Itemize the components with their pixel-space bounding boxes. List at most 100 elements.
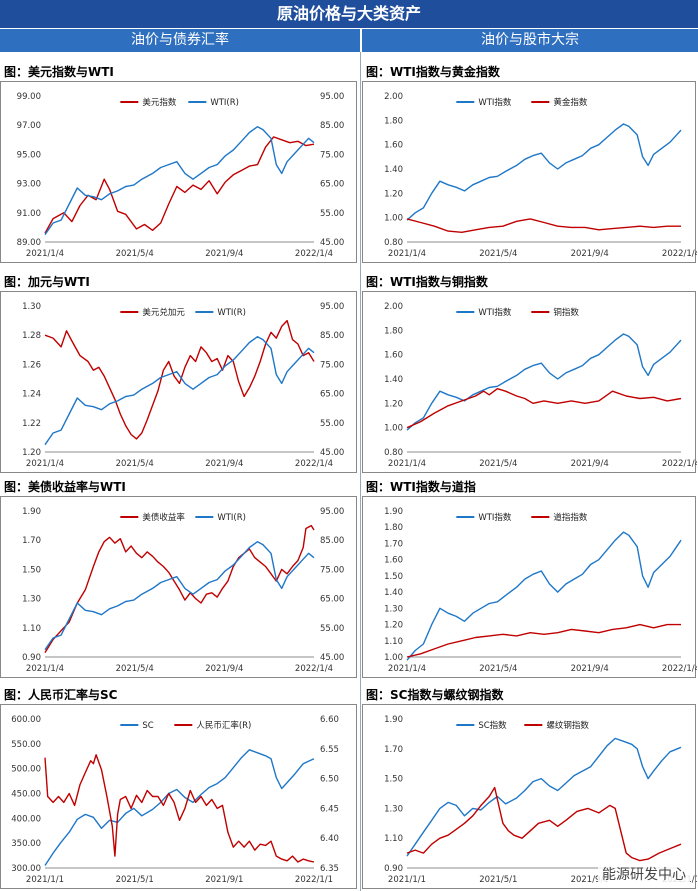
legend-label: 黄金指数 (553, 97, 588, 108)
legend-label: WTI指数 (478, 97, 512, 108)
chart-frame: 600.00 550.00 500.00 450.00 400.00 350.00 300.… (0, 704, 357, 889)
chart-panel-wti_dow: 图：WTI指数与道指 1.90 1.80 1.70 1.60 1.50 1.40 1.30 1.… (362, 478, 697, 678)
legend-label: WTI(R) (210, 98, 239, 108)
chart-panel-sc_rebar: 图：SC指数与螺纹钢指数 1.90 1.70 1.50 1.30 1.10 0.90 2021… (362, 686, 697, 889)
y2-tick-label: 95.00 (320, 507, 344, 517)
y-tick-label: 1.28 (22, 331, 41, 341)
series-line-1 (406, 623, 681, 658)
y-tick-label: 1.26 (22, 360, 41, 370)
y2-tick-label: 55.00 (320, 624, 344, 634)
legend-label: 铜指数 (553, 307, 579, 318)
chart-panel-wti_gold: 图：WTI指数与黄金指数 2.00 1.80 1.60 1.40 1.20 1.00 0.80… (362, 63, 697, 263)
x-tick-label: 2021/9/4 (571, 664, 609, 674)
y-tick-label: 500.00 (11, 765, 41, 775)
right-column-heading: 油价与股市大宗 (362, 29, 698, 52)
y2-tick-label: 55.00 (320, 419, 344, 429)
x-tick-label: 2021/9/4 (205, 664, 243, 674)
chart-panel-wti_copper: 图：WTI指数与铜指数 2.00 1.80 1.60 1.40 1.20 1.00 0.80 2… (362, 273, 697, 473)
x-tick-label: 2021/9/4 (571, 459, 609, 469)
column-divider (360, 52, 361, 891)
chart-frame: 1.90 1.70 1.50 1.30 1.10 0.90 2021/1/1 2021/5/1… (362, 704, 697, 889)
y2-tick-label: 75.00 (320, 150, 344, 160)
x-tick-label: 2021/5/4 (479, 249, 517, 259)
y-tick-label: 1.30 (22, 302, 41, 312)
x-tick-label: 2021/5/4 (479, 459, 517, 469)
x-tick-label: 2021/5/4 (479, 664, 517, 674)
y-tick-label: 1.50 (384, 572, 403, 582)
chart-title: 图：WTI指数与黄金指数 (366, 65, 500, 79)
series-line-0 (406, 531, 682, 661)
series-line-0 (406, 123, 682, 221)
y-tick-label: 550.00 (11, 740, 41, 750)
x-tick-label: 2021/1/4 (388, 249, 426, 259)
series-line-1 (406, 786, 682, 862)
legend-label: 道指指数 (553, 512, 588, 523)
y-tick-label: 1.20 (384, 399, 403, 409)
x-tick-label: 2022/1/4 (662, 664, 697, 674)
y-tick-label: 1.20 (22, 448, 41, 458)
x-tick-label: 2022/1/4 (662, 249, 697, 259)
x-tick-label: 2022/1/4 (295, 664, 333, 674)
x-tick-label: 2021/5/1 (479, 875, 517, 885)
x-tick-label: 2021/1/4 (388, 664, 426, 674)
y-tick-label: 1.24 (22, 390, 41, 400)
chart-title: 图：SC指数与螺纹钢指数 (366, 688, 504, 702)
chart-panel-cad_wti: 图：加元与WTI 1.30 1.28 1.26 1.24 1.22 1.20 95.00 85.… (0, 273, 357, 473)
legend-label: 螺纹钢指数 (546, 720, 589, 731)
chart-svg: 1.90 1.80 1.70 1.60 1.50 1.40 1.30 1.20 1.10 1.00… (384, 507, 697, 674)
y-tick-label: 1.00 (384, 424, 403, 434)
legend-label: WTI指数 (478, 512, 512, 523)
y-tick-label: 1.50 (384, 775, 403, 785)
y-tick-label: 1.10 (22, 624, 41, 634)
x-tick-label: 2021/9/4 (205, 249, 243, 259)
chart-title: 图：WTI指数与道指 (366, 480, 476, 494)
y-tick-label: 1.60 (384, 141, 403, 151)
y-tick-label: 1.90 (384, 715, 403, 725)
y-tick-label: 1.80 (384, 326, 403, 336)
legend-label: 美元指数 (142, 97, 177, 108)
series-line-1 (44, 541, 315, 651)
chart-frame: 1.30 1.28 1.26 1.24 1.22 1.20 95.00 85.00 75.00 6… (0, 291, 357, 473)
y-tick-label: 1.70 (22, 536, 41, 546)
x-tick-label: 2021/9/4 (205, 459, 243, 469)
chart-frame: 1.90 1.80 1.70 1.60 1.50 1.40 1.30 1.20 1.10 1.00… (362, 496, 697, 678)
y2-tick-label: 75.00 (320, 360, 344, 370)
y-tick-label: 1.22 (22, 419, 41, 429)
y-tick-label: 1.70 (384, 745, 403, 755)
y-tick-label: 1.80 (384, 523, 403, 533)
series-line-1 (44, 754, 315, 863)
legend-label: 美元兑加元 (142, 307, 185, 318)
chart-frame: 2.00 1.80 1.60 1.40 1.20 1.00 0.80 2021/1/4 2021… (362, 291, 697, 473)
y-tick-label: 1.20 (384, 621, 403, 631)
y2-tick-label: 75.00 (320, 565, 344, 575)
y-tick-label: 0.90 (384, 864, 403, 874)
legend-label: WTI(R) (217, 308, 246, 318)
left-column-heading: 油价与债券汇率 (0, 29, 360, 52)
x-tick-label: 2021/5/4 (116, 249, 154, 259)
x-tick-label: 2021/9/1 (205, 875, 243, 885)
x-tick-label: 2021/9/1 (571, 875, 609, 885)
chart-frame: 2.00 1.80 1.60 1.40 1.20 1.00 0.80 2021/1/4 2021… (362, 81, 697, 263)
y-tick-label: 2.00 (384, 302, 403, 312)
y-tick-label: 99.00 (17, 92, 41, 102)
y-tick-label: 1.10 (384, 637, 403, 647)
y-tick-label: 0.80 (384, 448, 403, 458)
y2-tick-label: 6.50 (320, 775, 339, 785)
y2-tick-label: 6.55 (320, 745, 339, 755)
series-line-0 (44, 319, 315, 440)
chart-frame: 99.00 97.00 95.00 93.00 91.00 89.00 95.00 85.00… (0, 81, 357, 263)
legend-label: 人民币汇率(R) (196, 720, 251, 731)
series-line-1 (406, 387, 682, 429)
y-tick-label: 350.00 (11, 839, 41, 849)
y2-tick-label: 6.40 (320, 834, 339, 844)
chart-title: 图：人民币汇率与SC (4, 688, 118, 702)
y2-tick-label: 6.35 (320, 864, 339, 874)
y2-tick-label: 85.00 (320, 331, 344, 341)
x-tick-label: 2022/1/4 (295, 459, 333, 469)
y-tick-label: 1.30 (384, 604, 403, 614)
x-tick-label: 2022/1/4 (662, 459, 697, 469)
legend-label: WTI(R) (217, 513, 246, 523)
legend-label: SC (142, 721, 153, 731)
